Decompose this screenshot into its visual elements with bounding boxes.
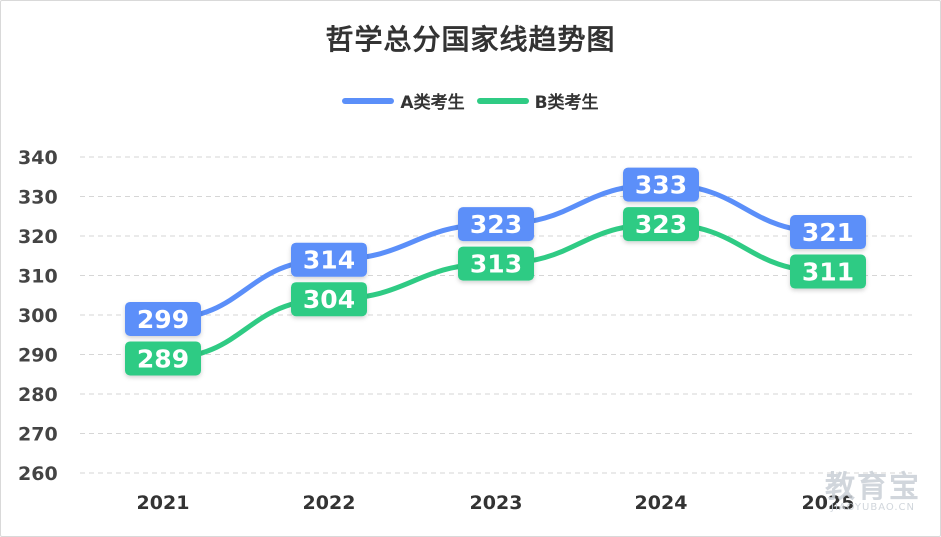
y-tick-label: 260 xyxy=(18,463,58,485)
y-tick-label: 330 xyxy=(18,187,58,209)
data-label: 289 xyxy=(137,344,189,373)
y-tick-label: 300 xyxy=(18,305,58,327)
watermark-sub: JIAOYUBAO.CN xyxy=(831,502,915,513)
data-label: 314 xyxy=(303,246,355,275)
data-point-b[interactable]: 311 xyxy=(790,254,866,289)
legend-swatch-a xyxy=(342,97,395,104)
y-tick-label: 320 xyxy=(18,226,58,248)
data-point-b[interactable]: 313 xyxy=(458,246,534,281)
data-label: 313 xyxy=(470,250,522,279)
data-label-badge xyxy=(458,207,534,242)
watermark-logo: 教育宝 JIAOYUBAO.CN xyxy=(825,462,921,513)
chart-title: 哲学总分国家线趋势图 xyxy=(325,23,616,56)
legend-label-b: B类考生 xyxy=(534,93,599,113)
y-tick-label: 290 xyxy=(18,345,58,367)
x-tick-label: 2024 xyxy=(635,492,688,514)
legend-swatch-b xyxy=(476,97,529,104)
x-tick-label: 2023 xyxy=(470,492,523,514)
legend-item-a[interactable]: A类考生 xyxy=(342,88,465,113)
data-point-b[interactable]: 289 xyxy=(125,341,201,376)
legend-item-b[interactable]: B类考生 xyxy=(476,88,599,113)
data-label: 323 xyxy=(635,210,687,239)
watermark-main: 教育宝 xyxy=(825,470,921,505)
data-label: 311 xyxy=(802,258,854,287)
x-tick-label: 2021 xyxy=(137,492,190,514)
data-label: 321 xyxy=(802,218,854,247)
data-label: 333 xyxy=(635,171,687,200)
y-tick-label: 270 xyxy=(18,424,58,446)
data-label-badge xyxy=(623,207,699,242)
data-point-b[interactable]: 323 xyxy=(623,207,699,242)
data-point-a[interactable]: 333 xyxy=(623,167,699,202)
data-label-badge xyxy=(125,301,201,336)
data-label: 299 xyxy=(137,305,189,334)
data-point-a[interactable]: 314 xyxy=(291,242,367,277)
data-point-a[interactable]: 299 xyxy=(125,301,201,336)
data-label-badge xyxy=(291,242,367,277)
series-line-b xyxy=(160,221,831,361)
x-tick-label: 2022 xyxy=(303,492,356,514)
x-tick-label: 2025 xyxy=(802,492,855,514)
data-label-badge xyxy=(623,167,699,202)
data-point-a[interactable]: 321 xyxy=(790,215,866,250)
y-tick-label: 310 xyxy=(18,266,58,288)
data-label: 304 xyxy=(303,285,355,314)
y-tick-label: 340 xyxy=(18,147,58,169)
chart-legend: A类考生 B类考生 xyxy=(0,88,941,113)
data-point-a[interactable]: 323 xyxy=(458,207,534,242)
data-label: 323 xyxy=(470,210,522,239)
data-label-badge xyxy=(458,246,534,281)
y-tick-label: 280 xyxy=(18,384,58,406)
data-point-b[interactable]: 304 xyxy=(291,282,367,317)
data-label-badge xyxy=(291,282,367,317)
data-label-badge xyxy=(125,341,201,376)
data-label-badge xyxy=(790,215,866,250)
legend-label-a: A类考生 xyxy=(400,93,465,113)
data-label-badge xyxy=(790,254,866,289)
